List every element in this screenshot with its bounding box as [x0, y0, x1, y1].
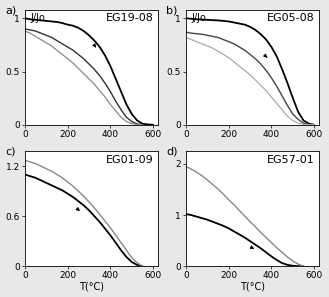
- X-axis label: T(°C): T(°C): [79, 282, 104, 291]
- Text: d): d): [166, 146, 177, 157]
- Text: EG01-09: EG01-09: [106, 154, 154, 165]
- Text: J/Jo: J/Jo: [30, 13, 45, 23]
- Text: J/Jo: J/Jo: [191, 13, 206, 23]
- X-axis label: T(°C): T(°C): [240, 282, 265, 291]
- Text: EG19-08: EG19-08: [106, 13, 154, 23]
- Text: b): b): [166, 5, 177, 15]
- Text: EG05-08: EG05-08: [267, 13, 315, 23]
- Text: a): a): [5, 5, 16, 15]
- Text: EG57-01: EG57-01: [267, 154, 315, 165]
- Text: c): c): [5, 146, 15, 157]
